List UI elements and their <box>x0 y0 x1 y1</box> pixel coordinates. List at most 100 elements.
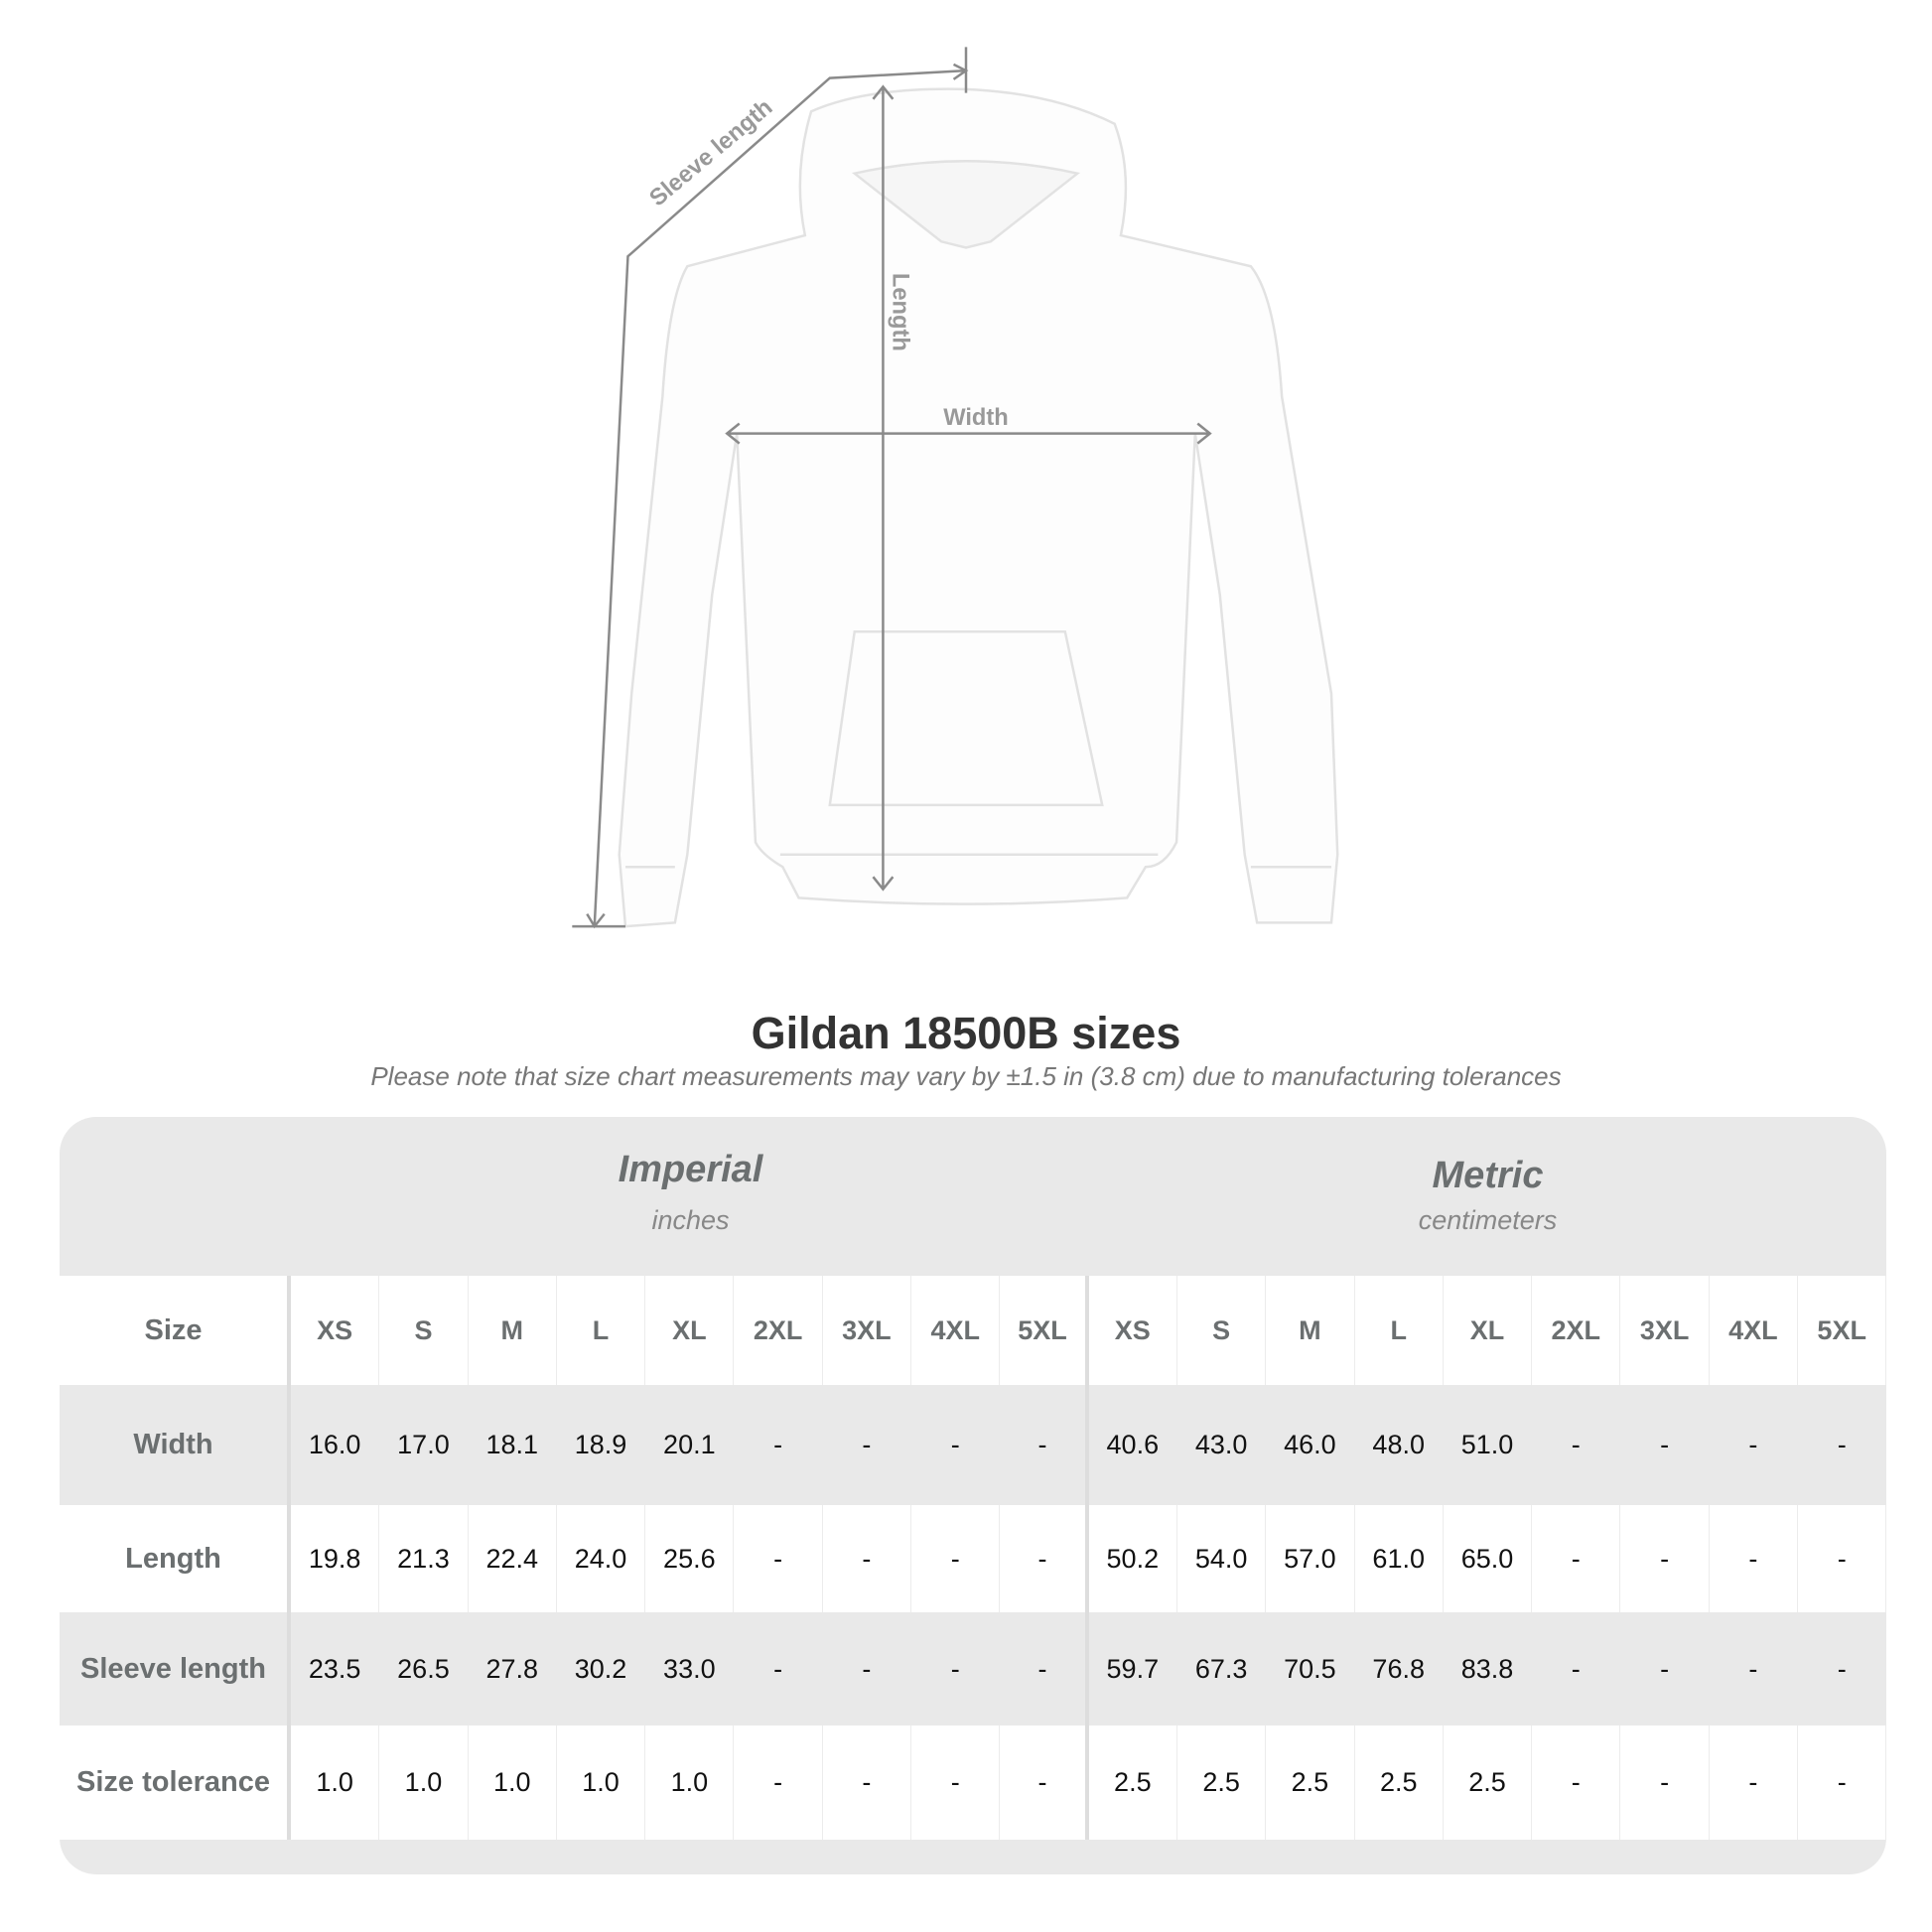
width-label: Width <box>943 405 1009 431</box>
metric-value-cell: 76.8 <box>1355 1612 1444 1725</box>
metric-value-cell: 2.5 <box>1444 1725 1533 1840</box>
metric-value-cell: 59.7 <box>1089 1612 1177 1725</box>
imperial-value-cell: - <box>1000 1725 1089 1840</box>
imperial-value-cell: 19.8 <box>291 1505 380 1612</box>
imperial-size-header: 2XL <box>734 1276 823 1385</box>
imperial-value-cell: - <box>823 1385 912 1505</box>
imperial-value-cell: 1.0 <box>379 1725 469 1840</box>
imperial-value-cell: - <box>1000 1612 1089 1725</box>
metric-value-cell: 65.0 <box>1444 1505 1533 1612</box>
metric-value-cell: 50.2 <box>1089 1505 1177 1612</box>
imperial-size-header: 4XL <box>911 1276 1001 1385</box>
imperial-value-cell: 20.1 <box>645 1385 735 1505</box>
metric-value-cell: 2.5 <box>1266 1725 1355 1840</box>
imperial-value-cell: - <box>1000 1385 1089 1505</box>
metric-value-cell: - <box>1532 1505 1621 1612</box>
metric-value-cell: 2.5 <box>1177 1725 1267 1840</box>
metric-size-header: 3XL <box>1620 1276 1710 1385</box>
table-row: Size tolerance 1.0 1.0 1.0 1.0 1.0- - - -2.5 2.5 2… <box>60 1725 1886 1840</box>
table-row: Length 19.8 21.3 22.4 24.0 25.6- - - -50.2 54.0 57… <box>60 1505 1886 1612</box>
imperial-header: Imperial inches <box>291 1149 1090 1236</box>
imperial-value-cell: - <box>734 1725 823 1840</box>
imperial-size-header: M <box>469 1276 557 1385</box>
imperial-value-cell: 24.0 <box>557 1505 646 1612</box>
imperial-size-header: L <box>557 1276 646 1385</box>
imperial-value-cell: - <box>823 1725 912 1840</box>
metric-value-cell: 67.3 <box>1177 1612 1267 1725</box>
imperial-value-cell: 18.1 <box>469 1385 557 1505</box>
imperial-size-header: S <box>379 1276 469 1385</box>
metric-value-cell: - <box>1620 1505 1710 1612</box>
row-label: Sleeve length <box>60 1612 291 1725</box>
imperial-value-cell: 16.0 <box>291 1385 380 1505</box>
imperial-value-cell: - <box>823 1505 912 1612</box>
metric-value-cell: 51.0 <box>1444 1385 1533 1505</box>
metric-value-cell: 46.0 <box>1266 1385 1355 1505</box>
hoodie-illustration <box>618 87 1339 928</box>
hoodie-measurement-diagram: Sleeve length Length Width <box>572 47 1339 929</box>
metric-value-cell: - <box>1620 1385 1710 1505</box>
metric-unit: centimeters <box>1418 1205 1558 1235</box>
metric-value-cell: 48.0 <box>1355 1385 1444 1505</box>
metric-value-cell: - <box>1532 1385 1621 1505</box>
metric-size-header: XS <box>1089 1276 1177 1385</box>
metric-value-cell: 54.0 <box>1177 1505 1267 1612</box>
metric-value-cell: - <box>1710 1385 1799 1505</box>
metric-value-cell: - <box>1532 1725 1621 1840</box>
imperial-value-cell: - <box>734 1612 823 1725</box>
imperial-value-cell: 33.0 <box>645 1612 735 1725</box>
metric-value-cell: - <box>1532 1612 1621 1725</box>
metric-size-header: 5XL <box>1798 1276 1886 1385</box>
imperial-title: Imperial <box>618 1149 763 1190</box>
chart-title: Gildan 18500B sizes <box>751 1008 1181 1058</box>
imperial-value-cell: 27.8 <box>469 1612 557 1725</box>
sleeve-length-label: Sleeve length <box>645 94 778 211</box>
imperial-value-cell: 26.5 <box>379 1612 469 1725</box>
tolerance-note: Please note that size chart measurements… <box>370 1061 1562 1091</box>
metric-size-header: M <box>1266 1276 1355 1385</box>
length-label: Length <box>887 273 912 351</box>
metric-value-cell: - <box>1798 1612 1886 1725</box>
metric-value-cell: 43.0 <box>1177 1385 1267 1505</box>
imperial-value-cell: 25.6 <box>645 1505 735 1612</box>
row-label: Width <box>60 1385 291 1505</box>
imperial-value-cell: - <box>911 1725 1001 1840</box>
metric-value-cell: - <box>1798 1505 1886 1612</box>
imperial-unit: inches <box>651 1205 730 1235</box>
metric-size-header: 4XL <box>1710 1276 1799 1385</box>
imperial-value-cell: - <box>823 1612 912 1725</box>
metric-value-cell: - <box>1710 1505 1799 1612</box>
imperial-value-cell: 1.0 <box>291 1725 380 1840</box>
metric-header: Metric centimeters <box>1089 1155 1886 1236</box>
measurement-lines <box>572 47 1212 929</box>
metric-value-cell: - <box>1798 1385 1886 1505</box>
row-label: Length <box>60 1505 291 1612</box>
imperial-value-cell: 22.4 <box>469 1505 557 1612</box>
imperial-value-cell: 17.0 <box>379 1385 469 1505</box>
metric-size-header: L <box>1355 1276 1444 1385</box>
imperial-value-cell: 1.0 <box>645 1725 735 1840</box>
size-header-row: Size XS S M L XL 2XL 3XL 4XL 5XL XS S M L XL 2XL 3XL 4XL 5… <box>60 1276 1886 1385</box>
imperial-value-cell: 1.0 <box>557 1725 646 1840</box>
imperial-value-cell: - <box>911 1505 1001 1612</box>
imperial-value-cell: - <box>911 1385 1001 1505</box>
imperial-value-cell: 18.9 <box>557 1385 646 1505</box>
imperial-size-header: 3XL <box>823 1276 912 1385</box>
metric-value-cell: - <box>1710 1612 1799 1725</box>
metric-value-cell: 70.5 <box>1266 1612 1355 1725</box>
imperial-value-cell: 23.5 <box>291 1612 380 1725</box>
sleeve-length-line <box>593 69 967 927</box>
metric-value-cell: 83.8 <box>1444 1612 1533 1725</box>
imperial-value-cell: 1.0 <box>469 1725 557 1840</box>
metric-size-header: XL <box>1444 1276 1533 1385</box>
metric-value-cell: - <box>1798 1725 1886 1840</box>
imperial-value-cell: - <box>911 1612 1001 1725</box>
metric-value-cell: 2.5 <box>1355 1725 1444 1840</box>
width-line <box>725 422 1212 445</box>
metric-value-cell: 40.6 <box>1089 1385 1177 1505</box>
imperial-value-cell: 30.2 <box>557 1612 646 1725</box>
table-row: Sleeve length 23.5 26.5 27.8 30.2 33.0- - - -59.… <box>60 1612 1886 1725</box>
imperial-size-header: XS <box>291 1276 380 1385</box>
size-table: Imperial inches Metric centimeters Size X… <box>60 1117 1886 1874</box>
imperial-size-header: 5XL <box>1000 1276 1089 1385</box>
